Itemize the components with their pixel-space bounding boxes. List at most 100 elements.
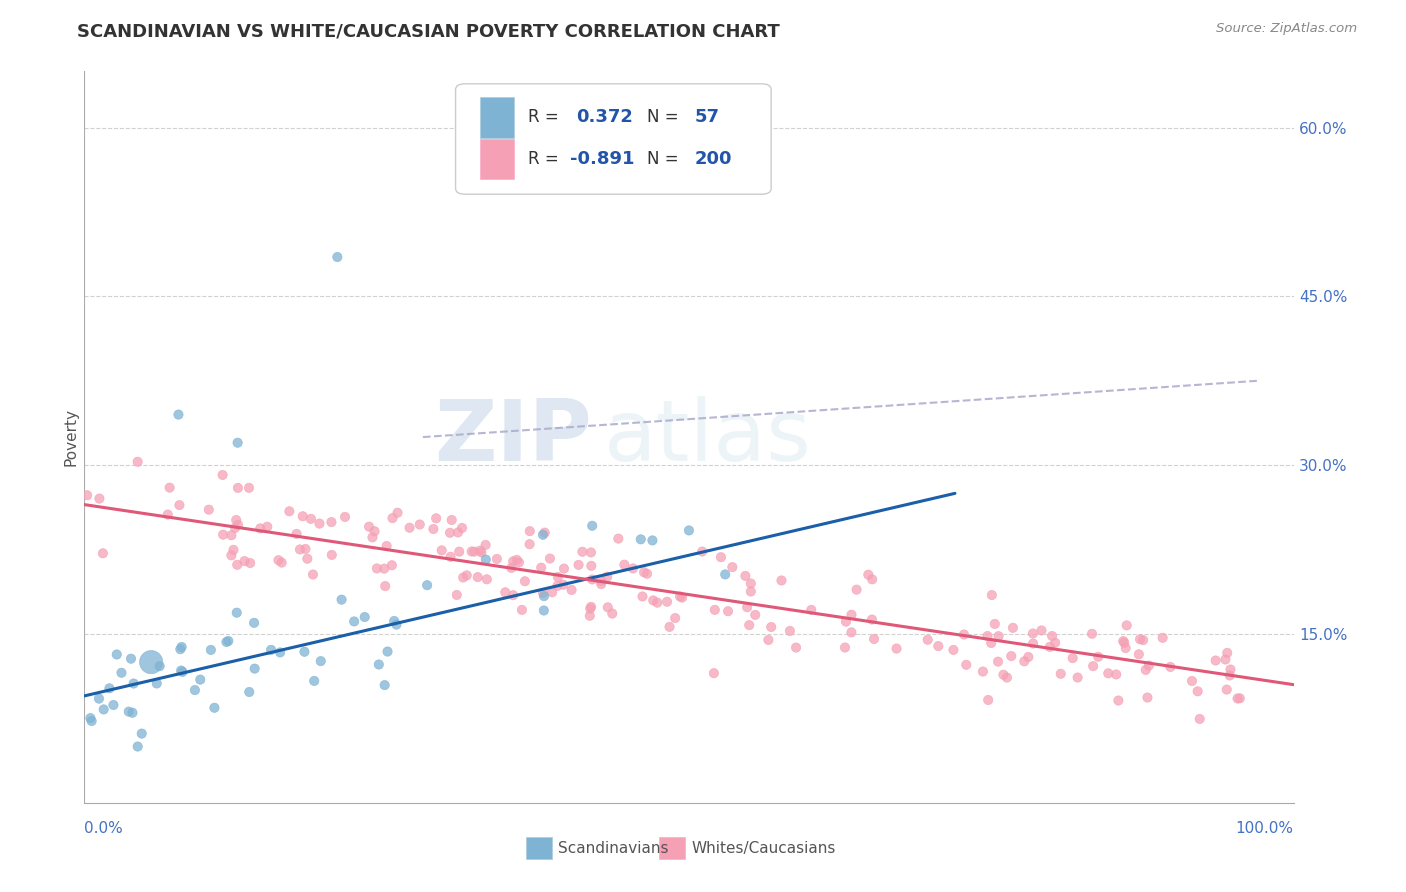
Point: [1022, 626, 1045, 640]
Point: [361, 530, 384, 544]
Point: [607, 532, 630, 546]
Point: [243, 662, 266, 676]
Point: [1105, 667, 1128, 681]
Point: [76, 488, 98, 502]
Point: [553, 577, 575, 591]
Point: [87, 691, 110, 706]
Point: [591, 574, 613, 588]
Point: [416, 578, 439, 592]
Point: [953, 627, 976, 641]
Point: [863, 632, 886, 646]
Point: [955, 657, 977, 672]
Point: [591, 577, 613, 591]
Point: [519, 524, 541, 538]
Point: [80, 714, 103, 728]
Point: [886, 641, 908, 656]
Point: [367, 657, 389, 672]
Text: ZIP: ZIP: [434, 395, 592, 479]
Point: [353, 610, 375, 624]
Point: [131, 726, 153, 740]
Point: [530, 560, 553, 574]
Point: [308, 516, 330, 531]
Point: [172, 665, 194, 679]
Point: [735, 600, 758, 615]
Point: [1187, 684, 1209, 698]
Point: [110, 665, 132, 680]
Point: [302, 673, 325, 688]
Point: [690, 544, 713, 558]
Text: Source: ZipAtlas.com: Source: ZipAtlas.com: [1216, 22, 1357, 36]
Point: [120, 651, 142, 665]
Point: [381, 511, 404, 525]
Point: [917, 632, 939, 647]
Point: [270, 556, 292, 570]
Point: [513, 574, 536, 589]
Text: 0.0%: 0.0%: [84, 821, 124, 836]
Point: [333, 510, 356, 524]
Point: [343, 615, 366, 629]
Point: [1083, 659, 1105, 673]
Point: [744, 607, 766, 622]
Point: [1087, 649, 1109, 664]
Point: [159, 481, 181, 495]
Point: [1014, 654, 1036, 668]
Point: [927, 639, 949, 653]
Point: [581, 518, 603, 533]
Point: [533, 603, 555, 617]
Point: [740, 576, 762, 591]
Point: [1115, 618, 1137, 632]
Point: [200, 643, 222, 657]
Point: [510, 603, 533, 617]
Point: [326, 250, 349, 264]
Point: [641, 533, 664, 548]
Point: [1219, 668, 1241, 682]
Point: [581, 558, 603, 573]
Point: [91, 546, 114, 560]
Point: [541, 585, 564, 599]
Point: [738, 618, 761, 632]
Point: [571, 545, 593, 559]
Point: [226, 517, 249, 532]
Point: [664, 611, 686, 625]
Point: [547, 570, 569, 584]
Point: [845, 582, 868, 597]
Point: [226, 435, 249, 450]
Text: N =: N =: [647, 109, 683, 127]
Point: [467, 570, 489, 584]
Point: [463, 544, 485, 558]
Point: [1066, 671, 1088, 685]
Point: [800, 603, 823, 617]
Point: [222, 542, 245, 557]
Point: [221, 549, 243, 563]
Point: [377, 644, 399, 658]
Point: [1215, 652, 1237, 666]
Text: 200: 200: [695, 150, 733, 168]
Point: [430, 543, 453, 558]
Point: [596, 569, 619, 583]
Point: [1129, 632, 1152, 647]
Point: [118, 705, 141, 719]
Point: [226, 558, 249, 572]
Point: [553, 561, 575, 575]
Point: [375, 539, 398, 553]
Point: [382, 614, 405, 628]
Point: [299, 512, 322, 526]
Point: [224, 521, 246, 535]
FancyBboxPatch shape: [479, 97, 513, 137]
Point: [1152, 631, 1174, 645]
Text: 100.0%: 100.0%: [1236, 821, 1294, 836]
Point: [1128, 648, 1150, 662]
Point: [658, 620, 681, 634]
Point: [633, 566, 655, 580]
Point: [717, 604, 740, 618]
Point: [1226, 691, 1249, 706]
Point: [269, 645, 291, 659]
Point: [188, 673, 211, 687]
Text: Scandinavians: Scandinavians: [558, 840, 669, 855]
Point: [740, 584, 762, 599]
Point: [385, 617, 408, 632]
Point: [1135, 663, 1157, 677]
Point: [470, 543, 492, 558]
Point: [1017, 650, 1039, 665]
Point: [1132, 633, 1154, 648]
